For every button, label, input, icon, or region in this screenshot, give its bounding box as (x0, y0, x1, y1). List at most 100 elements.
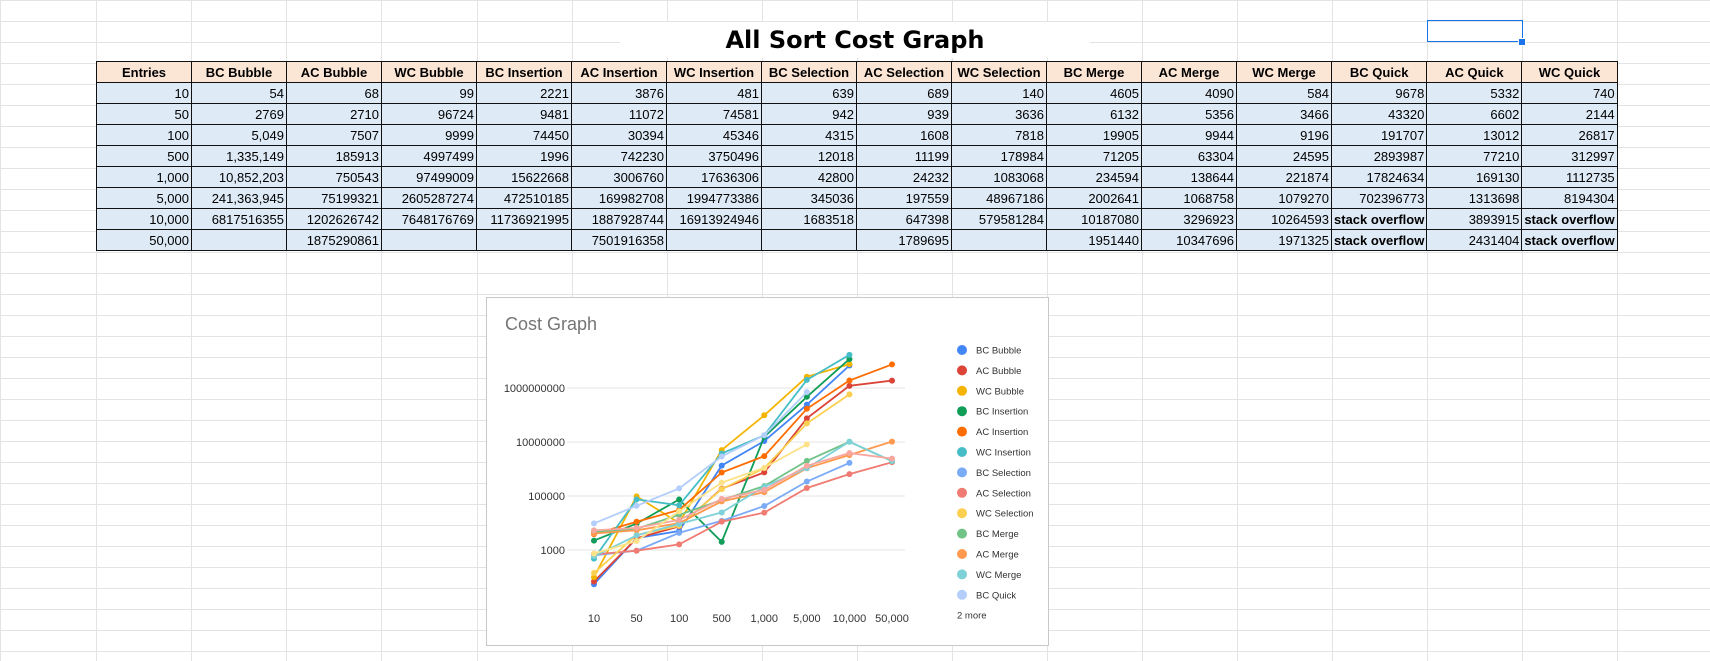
table-cell[interactable]: 5,000 (96, 187, 192, 209)
column-header[interactable]: WC Merge (1236, 61, 1332, 83)
table-cell[interactable]: 221874 (1236, 166, 1332, 188)
data-point[interactable] (676, 516, 683, 523)
table-cell[interactable]: 7501916358 (571, 229, 667, 251)
table-cell[interactable]: 2893987 (1330, 145, 1428, 167)
legend-item-label[interactable]: BC Bubble (976, 346, 1021, 357)
data-point[interactable] (718, 538, 725, 545)
column-header[interactable]: AC Quick (1426, 61, 1523, 83)
table-cell[interactable]: 481 (666, 82, 762, 104)
table-cell[interactable]: 1202626742 (286, 208, 382, 230)
table-cell[interactable]: 178984 (951, 145, 1047, 167)
column-header[interactable]: WC Selection (951, 61, 1047, 83)
data-point[interactable] (591, 537, 597, 544)
data-point[interactable] (803, 389, 810, 396)
table-cell[interactable]: 2605287274 (381, 187, 477, 209)
table-cell[interactable]: 11736921995 (476, 208, 572, 230)
table-cell[interactable]: 7648176769 (381, 208, 477, 230)
data-point[interactable] (761, 486, 768, 493)
data-point[interactable] (761, 464, 768, 471)
data-point[interactable] (889, 377, 895, 384)
data-point[interactable] (846, 377, 853, 384)
table-cell[interactable]: 5332 (1426, 82, 1523, 104)
table-cell[interactable]: 5,049 (191, 124, 287, 146)
legend-item-label[interactable]: AC Insertion (976, 427, 1028, 438)
table-cell[interactable]: 7818 (951, 124, 1047, 146)
cost-graph-chart[interactable]: Cost Graph 1000 100000 10000000 1000000000 … (486, 297, 1049, 646)
table-cell[interactable]: 12018 (761, 145, 857, 167)
data-point[interactable] (846, 361, 853, 368)
series-line[interactable] (593, 452, 893, 532)
table-cell[interactable]: 169982708 (571, 187, 667, 209)
table-cell[interactable]: 1887928744 (571, 208, 667, 230)
table-cell[interactable]: 647398 (856, 208, 952, 230)
column-header[interactable]: WC Bubble (381, 61, 477, 83)
data-point[interactable] (803, 376, 810, 383)
table-cell[interactable]: 50 (96, 103, 192, 125)
table-cell[interactable]: 10,000 (96, 208, 192, 230)
table-cell[interactable]: 3893915 (1426, 208, 1523, 230)
selected-cell[interactable] (1427, 20, 1523, 42)
legend-item-label[interactable]: WC Selection (976, 509, 1034, 520)
table-cell[interactable]: 6817516355 (191, 208, 287, 230)
column-header[interactable]: WC Quick (1521, 61, 1618, 83)
table-cell[interactable]: 3636 (951, 103, 1047, 125)
data-point[interactable] (803, 393, 810, 400)
table-cell[interactable]: 100 (96, 124, 192, 146)
table-cell[interactable]: 6132 (1046, 103, 1142, 125)
table-cell[interactable]: 579581284 (951, 208, 1047, 230)
data-point[interactable] (718, 479, 725, 486)
legend-more-link[interactable]: 2 more (957, 611, 987, 622)
table-cell[interactable] (476, 229, 572, 251)
table-cell[interactable]: 1,000 (96, 166, 192, 188)
table-cell[interactable]: 74581 (666, 103, 762, 125)
table-cell[interactable]: 1079270 (1236, 187, 1332, 209)
data-point[interactable] (803, 401, 810, 408)
table-cell[interactable]: 8194304 (1521, 187, 1618, 209)
table-cell[interactable]: stack overflow (1330, 229, 1428, 251)
table-cell[interactable]: 1608 (856, 124, 952, 146)
table-cell[interactable]: 197559 (856, 187, 952, 209)
fill-handle[interactable] (1518, 38, 1526, 46)
table-cell[interactable]: 750543 (286, 166, 382, 188)
table-cell[interactable]: 345036 (761, 187, 857, 209)
data-point[interactable] (633, 547, 640, 554)
column-header[interactable]: AC Bubble (286, 61, 382, 83)
data-point[interactable] (889, 455, 895, 462)
table-cell[interactable]: 24595 (1236, 145, 1332, 167)
series-line[interactable] (593, 440, 893, 535)
data-point[interactable] (889, 438, 895, 445)
data-point[interactable] (761, 412, 768, 419)
column-header[interactable]: AC Insertion (571, 61, 667, 83)
table-cell[interactable]: 472510185 (476, 187, 572, 209)
table-cell[interactable]: 140 (951, 82, 1047, 104)
column-header[interactable]: Entries (96, 61, 192, 83)
legend-item-label[interactable]: AC Merge (976, 550, 1019, 561)
data-point[interactable] (591, 578, 597, 585)
table-cell[interactable]: 185913 (286, 145, 382, 167)
table-cell[interactable]: 4605 (1046, 82, 1142, 104)
table-cell[interactable]: 4997499 (381, 145, 477, 167)
table-cell[interactable]: 234594 (1046, 166, 1142, 188)
table-cell[interactable]: 71205 (1046, 145, 1142, 167)
table-cell[interactable]: 10347696 (1141, 229, 1237, 251)
legend-item-label[interactable]: WC Merge (976, 570, 1021, 581)
table-cell[interactable]: 7507 (286, 124, 382, 146)
table-cell[interactable]: 1683518 (761, 208, 857, 230)
table-cell[interactable]: stack overflow (1521, 208, 1618, 230)
data-point[interactable] (676, 529, 683, 536)
table-cell[interactable]: 97499009 (381, 166, 477, 188)
table-cell[interactable]: 45346 (666, 124, 762, 146)
table-cell[interactable]: 169130 (1426, 166, 1523, 188)
table-cell[interactable]: 1971325 (1236, 229, 1332, 251)
table-cell[interactable] (666, 229, 762, 251)
table-cell[interactable]: 10264593 (1236, 208, 1332, 230)
table-cell[interactable]: 2002641 (1046, 187, 1142, 209)
table-cell[interactable]: 19905 (1046, 124, 1142, 146)
data-point[interactable] (633, 532, 640, 539)
table-cell[interactable]: 10187080 (1046, 208, 1142, 230)
data-point[interactable] (846, 450, 853, 457)
data-point[interactable] (761, 469, 768, 476)
table-cell[interactable]: 48967186 (951, 187, 1047, 209)
column-header[interactable]: WC Insertion (666, 61, 762, 83)
data-point[interactable] (591, 570, 597, 577)
